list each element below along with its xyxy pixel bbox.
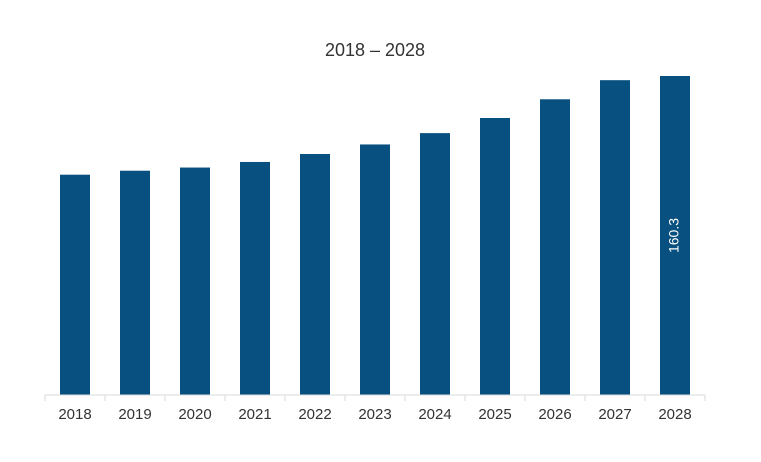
x-tick-label-2024: 2024 <box>418 406 451 423</box>
x-tick-label-2019: 2019 <box>118 406 151 423</box>
bar-2028 <box>660 76 690 395</box>
x-axis-ticks: 2018 2019 2020 2021 2022 2023 2024 2025 2026 2027… <box>44 395 706 423</box>
x-tick-label-2018: 2018 <box>58 406 91 423</box>
bar-2020 <box>180 167 210 395</box>
bar-2024 <box>420 133 450 396</box>
x-tick-label-2022: 2022 <box>298 406 331 423</box>
bar-2026 <box>540 99 570 396</box>
bar-2019 <box>120 170 150 395</box>
bar-2018 <box>60 174 90 395</box>
data-labels-group: 160.3 <box>666 218 682 253</box>
bar-2022 <box>300 154 330 395</box>
x-tick-label-2028: 2028 <box>658 406 691 423</box>
x-tick-label-2020: 2020 <box>178 406 211 423</box>
bars-group <box>60 76 690 396</box>
chart-title: 2018 – 2028 <box>325 40 425 60</box>
bar-2025 <box>480 117 510 396</box>
x-tick-label-2027: 2027 <box>598 406 631 423</box>
x-tick-label-2026: 2026 <box>538 406 571 423</box>
bar-2027 <box>600 80 630 395</box>
x-tick-label-2023: 2023 <box>358 406 391 423</box>
bar-2023 <box>360 144 390 395</box>
x-tick-label-2025: 2025 <box>478 406 511 423</box>
bar-2021 <box>240 161 270 395</box>
x-tick-label-2021: 2021 <box>238 406 271 423</box>
data-label-2028: 160.3 <box>666 218 682 253</box>
